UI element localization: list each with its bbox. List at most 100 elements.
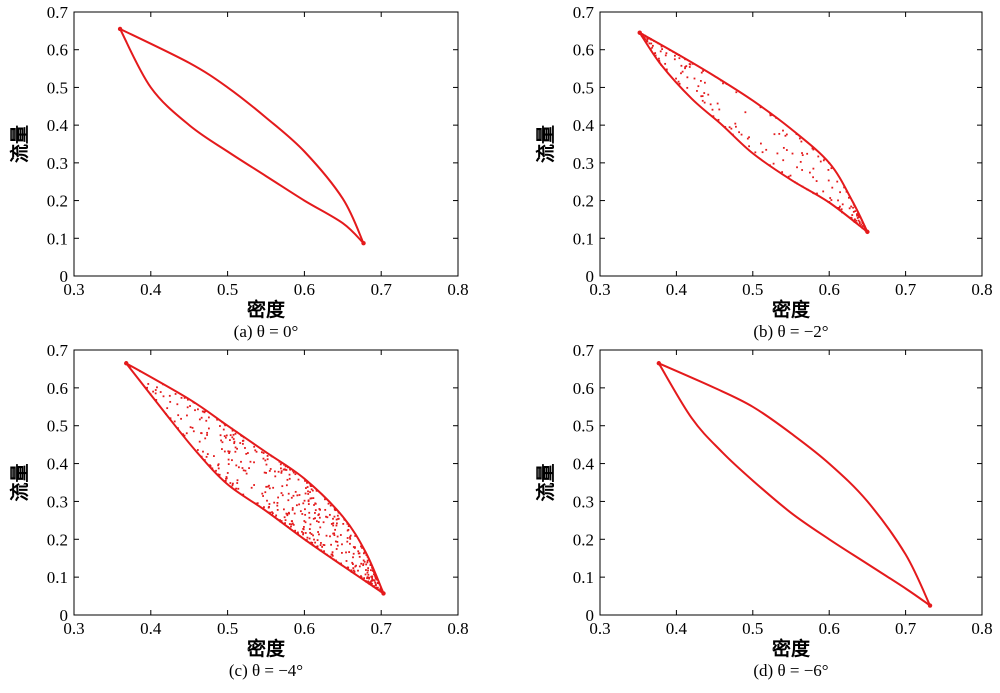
scatter-point	[646, 39, 648, 42]
scatter-point	[362, 564, 365, 567]
scatter-point	[677, 80, 680, 83]
y-tick-label: 0	[60, 606, 69, 625]
scatter-point	[371, 569, 374, 572]
scatter-point	[839, 205, 841, 208]
plot-frame	[599, 349, 983, 616]
scatter-point	[664, 62, 667, 65]
scatter-point	[362, 563, 365, 565]
scatter-point	[200, 432, 202, 435]
scatter-point	[859, 216, 862, 219]
scatter-point	[796, 182, 798, 185]
scatter-point	[284, 519, 287, 522]
scatter-point	[675, 77, 677, 80]
scatter-point	[641, 33, 644, 36]
scatter-point	[285, 484, 288, 487]
scatter-point	[272, 486, 275, 489]
scatter-point	[229, 482, 232, 484]
scatter-point	[239, 434, 242, 437]
scatter-point	[691, 62, 694, 65]
scatter-point	[223, 423, 226, 426]
scatter-point	[782, 129, 784, 132]
scatter-point	[159, 391, 162, 393]
scatter-point	[315, 489, 318, 492]
scatter-point	[305, 539, 308, 541]
scatter-point	[770, 114, 773, 116]
scatter-point	[207, 416, 210, 419]
y-tick-label: 0.3	[47, 492, 68, 511]
scatter-point	[231, 459, 233, 462]
y-tick-label: 0.6	[47, 41, 68, 60]
scatter-point	[232, 433, 235, 436]
scatter-point	[217, 464, 219, 467]
scatter-point	[357, 552, 360, 555]
scatter-point	[768, 164, 771, 167]
scatter-point	[186, 406, 189, 409]
scatter-point	[858, 213, 860, 216]
scatter-point	[227, 458, 230, 461]
y-tick-label: 0.5	[573, 417, 594, 436]
scatter-point	[323, 550, 325, 553]
scatter-point	[369, 563, 372, 566]
scatter-point	[335, 548, 338, 550]
scatter-point	[861, 227, 864, 230]
scatter-point	[314, 512, 316, 514]
scatter-point	[716, 102, 719, 105]
scatter-point	[285, 469, 288, 471]
scatter-point	[219, 434, 222, 437]
scatter-point	[284, 468, 287, 471]
scatter-point	[367, 569, 369, 572]
scatter-point	[339, 534, 342, 536]
scatter-point	[262, 508, 265, 510]
scatter-point	[684, 65, 687, 68]
plot-frame	[73, 349, 459, 616]
scatter-point	[360, 575, 362, 578]
scatter-point	[309, 491, 311, 493]
scatter-point	[333, 508, 336, 511]
scatter-point	[819, 160, 822, 163]
scatter-point	[688, 63, 691, 65]
y-tick-label: 0	[586, 606, 595, 625]
scatter-point	[330, 553, 333, 556]
scatter-point	[261, 492, 264, 495]
scatter-point	[268, 503, 271, 505]
scatter-point	[304, 492, 307, 495]
scatter-point	[352, 556, 354, 559]
scatter-point	[847, 196, 850, 199]
scatter-point	[287, 526, 290, 529]
scatter-point	[352, 552, 355, 555]
scatter-point	[191, 426, 194, 429]
scatter-point	[154, 389, 157, 391]
subplot-a: 0.3 0.4 0.5 0.6 0.7 0.8 0 0.1 0.2 0.3 0.4 0.5 0.6 0.7…	[8, 3, 469, 341]
y-tick-label: 0.1	[47, 229, 68, 248]
scatter-point	[348, 551, 351, 553]
scatter-point	[722, 82, 724, 85]
scatter-point	[848, 196, 851, 199]
loop-start-point	[656, 361, 662, 366]
scatter-point	[313, 538, 315, 541]
x-axis-label: 密度	[772, 298, 811, 321]
scatter-point	[267, 511, 270, 514]
scatter-point	[233, 488, 236, 491]
scatter-point	[301, 530, 303, 533]
scatter-point	[643, 36, 646, 39]
scatter-point	[332, 522, 335, 525]
scatter-point	[366, 576, 369, 579]
scatter-point	[660, 45, 663, 48]
scatter-point	[841, 211, 843, 214]
scatter-point	[366, 571, 369, 574]
scatter-point	[697, 85, 700, 88]
scatter-point	[262, 452, 265, 454]
scatter-point	[765, 148, 768, 151]
scatter-point	[290, 525, 292, 528]
scatter-point	[291, 522, 294, 525]
scatter-point	[702, 70, 704, 72]
scatter-point	[798, 137, 801, 140]
scatter-point	[222, 428, 225, 431]
scatter-point	[288, 473, 291, 476]
scatter-point	[351, 561, 354, 564]
lower-branch-series	[657, 362, 931, 607]
scatter-point	[668, 49, 671, 51]
x-tick-label: 0.4	[140, 280, 162, 299]
scatter-point	[380, 587, 382, 589]
scatter-point	[268, 469, 271, 472]
